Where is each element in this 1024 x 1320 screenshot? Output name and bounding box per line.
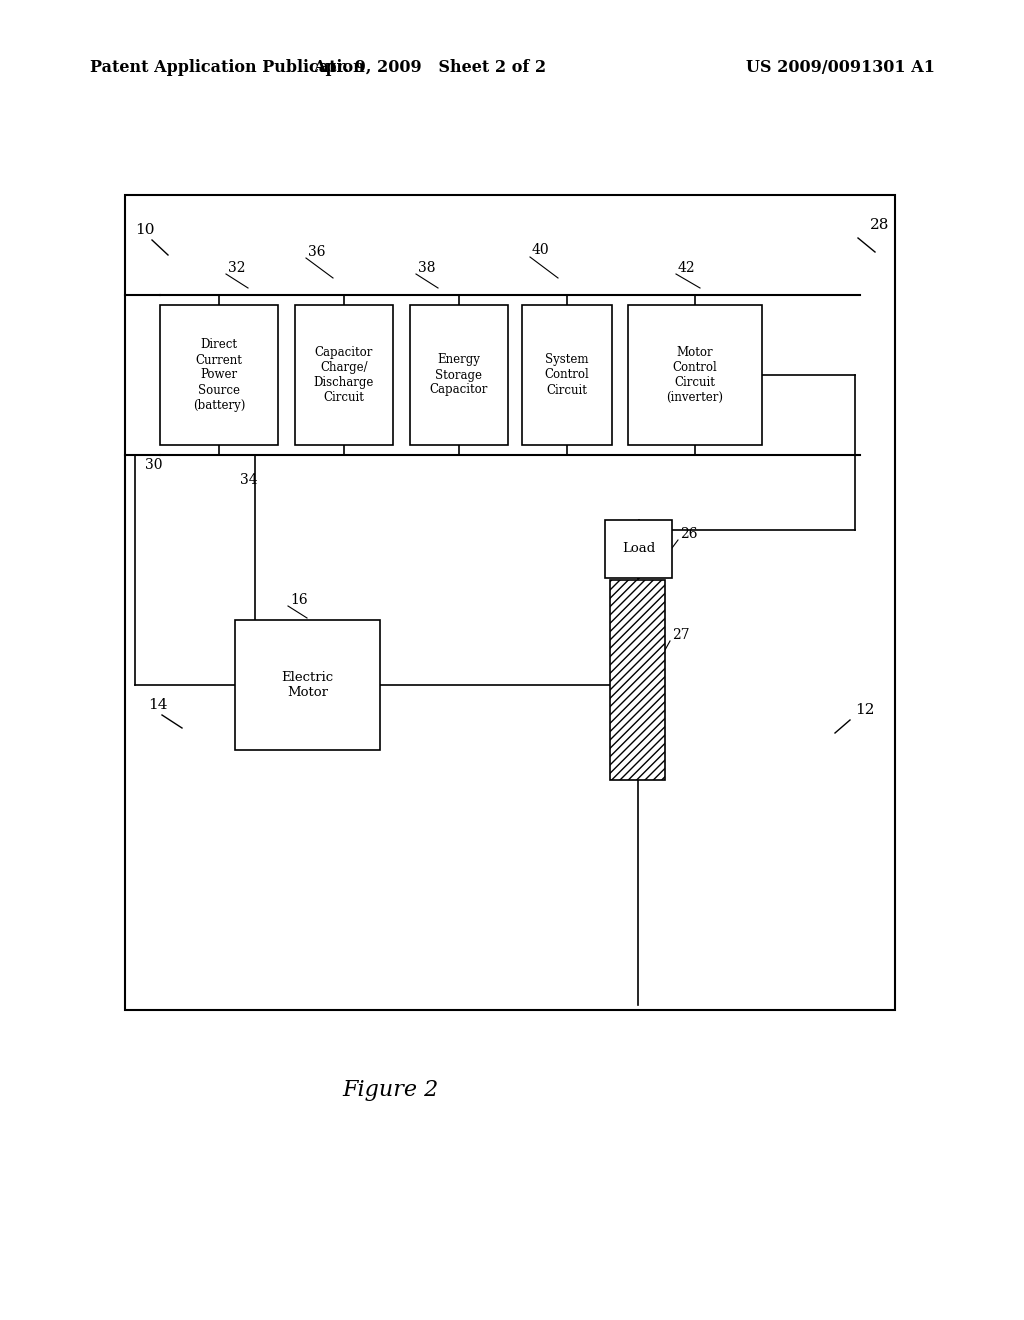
Bar [234, 620, 380, 750]
Bar [605, 520, 672, 578]
Text: Motor
Control
Circuit
(inverter): Motor Control Circuit (inverter) [667, 346, 724, 404]
Text: 42: 42 [678, 261, 695, 275]
Text: 38: 38 [418, 261, 435, 275]
Bar [125, 195, 895, 1010]
Text: 14: 14 [148, 698, 168, 711]
Text: 26: 26 [680, 527, 697, 541]
Text: System
Control
Circuit: System Control Circuit [545, 354, 590, 396]
Bar [628, 305, 762, 445]
Bar [160, 305, 278, 445]
Text: US 2009/0091301 A1: US 2009/0091301 A1 [746, 59, 935, 77]
Bar [610, 579, 665, 780]
Bar [410, 305, 508, 445]
Text: 30: 30 [145, 458, 163, 473]
Text: 12: 12 [855, 704, 874, 717]
Text: 32: 32 [228, 261, 246, 275]
Text: 34: 34 [240, 473, 258, 487]
Text: 10: 10 [135, 223, 155, 238]
Text: 16: 16 [290, 593, 307, 607]
Text: 27: 27 [672, 628, 689, 642]
Text: Figure 2: Figure 2 [342, 1078, 438, 1101]
Text: Direct
Current
Power
Source
(battery): Direct Current Power Source (battery) [193, 338, 245, 412]
Text: Energy
Storage
Capacitor: Energy Storage Capacitor [430, 354, 488, 396]
Text: 40: 40 [532, 243, 550, 257]
Text: Apr. 9, 2009   Sheet 2 of 2: Apr. 9, 2009 Sheet 2 of 2 [313, 59, 547, 77]
Bar [522, 305, 612, 445]
Text: 36: 36 [308, 246, 326, 259]
Text: Load: Load [622, 543, 655, 556]
Text: Electric
Motor: Electric Motor [282, 671, 334, 700]
Bar [295, 305, 393, 445]
Text: 28: 28 [870, 218, 890, 232]
Text: Patent Application Publication: Patent Application Publication [90, 59, 365, 77]
Text: Capacitor
Charge/
Discharge
Circuit: Capacitor Charge/ Discharge Circuit [313, 346, 374, 404]
